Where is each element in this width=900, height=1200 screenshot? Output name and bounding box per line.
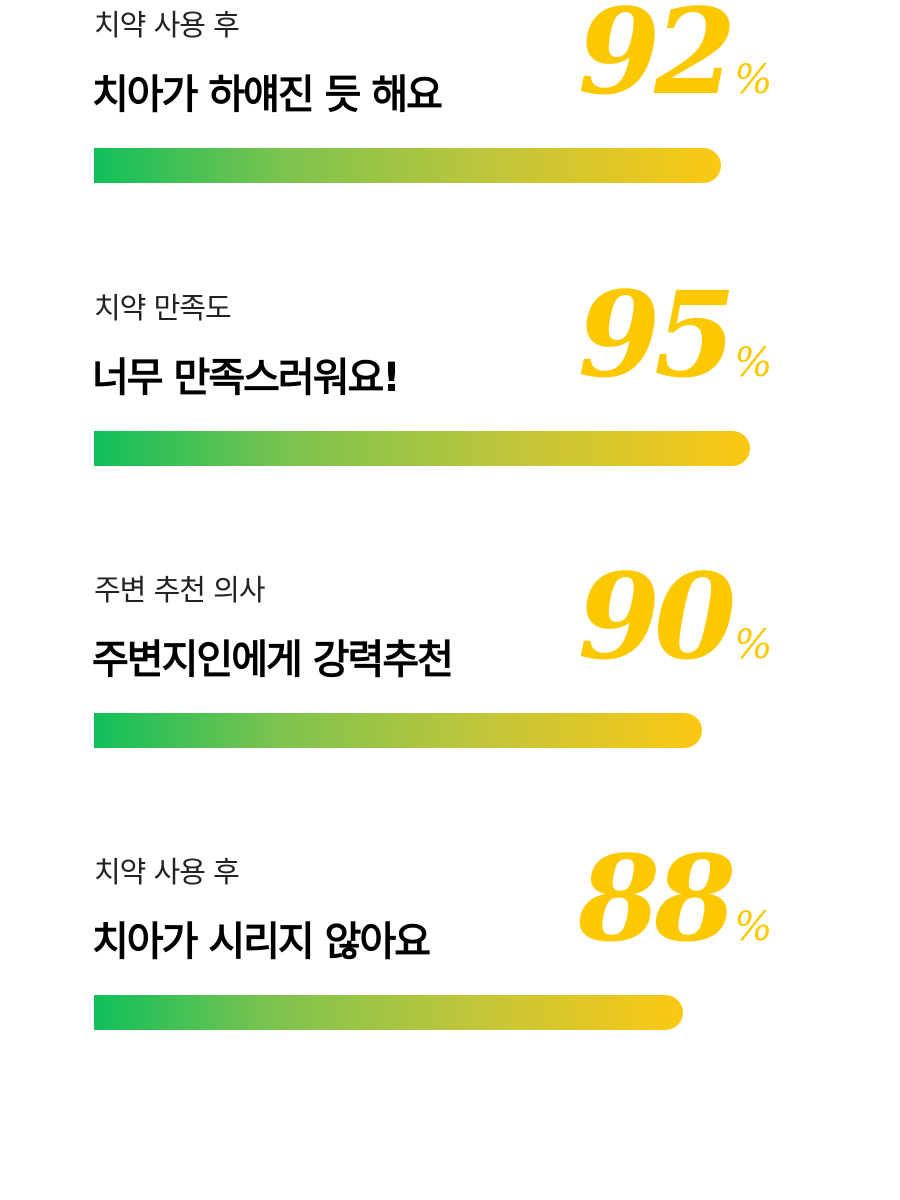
stat-unit: % (734, 904, 773, 950)
stat-title: 치아가 하얘진 듯 해요 (92, 72, 443, 118)
stat-unit: % (734, 340, 773, 386)
stat-subtitle: 치약 사용 후 (94, 8, 240, 42)
stat-title: 주변지인에게 강력추천 (92, 637, 454, 683)
stat-percentage: 88% (578, 829, 772, 968)
stat-percentage: 90% (578, 547, 772, 686)
stat-unit: % (734, 622, 773, 668)
stat-percentage: 92% (578, 0, 772, 121)
stat-subtitle: 치약 사용 후 (94, 855, 240, 889)
stat-title: 너무 만족스러워요! (92, 355, 401, 401)
stat-value: 95 (578, 265, 736, 404)
stat-bar (94, 995, 683, 1030)
stat-recommendation: 주변 추천 의사 주변지인에게 강력추천 90% (0, 547, 900, 847)
stat-value: 90 (578, 547, 736, 686)
stat-title: 치아가 시리지 않아요 (92, 919, 431, 965)
stat-value: 88 (578, 829, 736, 968)
stat-value: 92 (578, 0, 736, 121)
stat-percentage: 95% (578, 265, 772, 404)
stat-sensitivity: 치약 사용 후 치아가 시리지 않아요 88% (0, 829, 900, 1129)
stat-subtitle: 주변 추천 의사 (94, 573, 266, 607)
stat-satisfaction: 치약 만족도 너무 만족스러워요! 95% (0, 265, 900, 565)
stat-subtitle: 치약 만족도 (94, 291, 232, 325)
stat-unit: % (734, 57, 773, 103)
stat-bar (94, 713, 702, 748)
stat-bar (94, 431, 750, 466)
stat-whitening: 치약 사용 후 치아가 하얘진 듯 해요 92% (0, 0, 900, 282)
stat-bar (94, 148, 721, 183)
